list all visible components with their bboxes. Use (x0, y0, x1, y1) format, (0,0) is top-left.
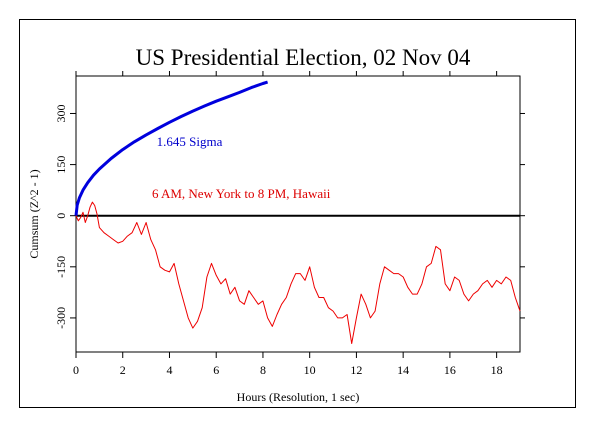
annotations: 1.645 Sigma 6 AM, New York to 8 PM, Hawai… (152, 134, 331, 201)
x-tick-label: 0 (73, 363, 79, 377)
series-line-sigma (74, 80, 269, 216)
series-line-cumsum (75, 201, 521, 344)
chart-frame: US Presidential Election, 02 Nov 04 0 2 4 6… (19, 19, 576, 408)
y-tick-label: -300 (54, 307, 68, 329)
chart-annotation: 1.645 Sigma (157, 134, 223, 149)
chart-annotation: 6 AM, New York to 8 PM, Hawaii (152, 186, 331, 201)
plot-area (75, 75, 521, 353)
x-tick-label: 14 (397, 363, 409, 377)
chart: US Presidential Election, 02 Nov 04 0 2 4 6… (27, 45, 525, 404)
x-tick-label: 12 (350, 363, 362, 377)
y-axis-label: Cumsum (Z^2 - 1) (27, 169, 41, 258)
y-tick-label: 150 (54, 156, 68, 174)
series-group (74, 80, 521, 344)
y-axis: -300 -150 0 150 300 (54, 104, 525, 329)
x-tick-label: 18 (491, 363, 503, 377)
y-tick-label: 300 (54, 104, 68, 122)
x-tick-label: 10 (304, 363, 316, 377)
chart-title: US Presidential Election, 02 Nov 04 (136, 45, 471, 70)
x-axis: 0 2 4 6 8 10 12 14 16 18 (73, 71, 503, 377)
x-tick-label: 2 (120, 363, 126, 377)
y-tick-label: -150 (54, 256, 68, 278)
x-tick-label: 4 (166, 363, 172, 377)
x-tick-label: 6 (213, 363, 219, 377)
y-tick-label: 0 (54, 213, 68, 219)
x-axis-label: Hours (Resolution, 1 sec) (237, 390, 360, 404)
x-tick-label: 8 (260, 363, 266, 377)
x-tick-label: 16 (444, 363, 456, 377)
